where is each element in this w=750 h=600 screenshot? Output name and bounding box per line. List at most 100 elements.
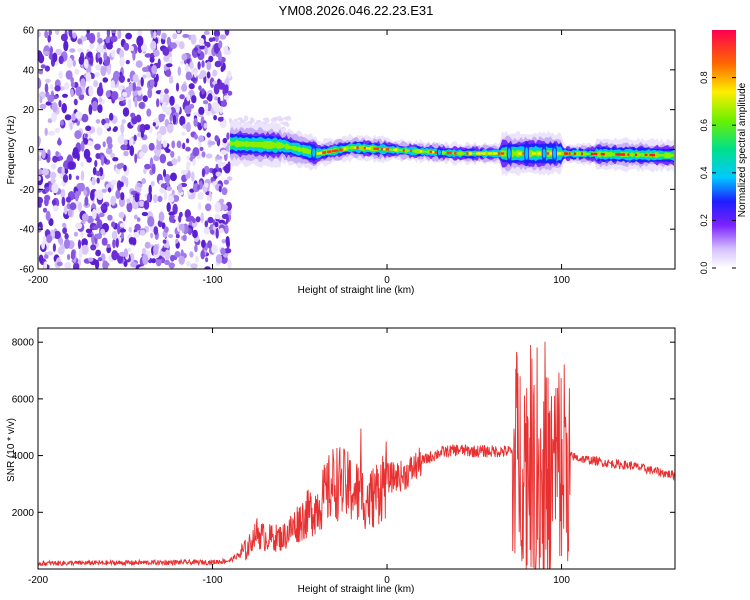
noise-speck bbox=[205, 203, 212, 212]
signal-core bbox=[556, 152, 559, 155]
noise-speck bbox=[203, 227, 210, 235]
noise-speck bbox=[70, 249, 76, 260]
noise-speck bbox=[164, 88, 169, 94]
noise-speck bbox=[123, 248, 128, 258]
noise-speck bbox=[117, 30, 122, 40]
noise-speck bbox=[175, 238, 179, 244]
noise-speck bbox=[60, 33, 68, 42]
noise-speck bbox=[205, 257, 209, 263]
noise-speck bbox=[206, 195, 211, 202]
noise-speck bbox=[52, 52, 58, 63]
noise-speck bbox=[199, 45, 206, 50]
noise-speck bbox=[198, 85, 202, 91]
noise-speck bbox=[122, 91, 128, 97]
signal-core bbox=[375, 147, 380, 151]
spectrogram-ytick-label: 20 bbox=[23, 105, 35, 116]
noise-speck bbox=[100, 228, 105, 235]
noise-speck bbox=[97, 207, 101, 215]
noise-speck bbox=[121, 175, 127, 184]
noise-speck bbox=[55, 151, 59, 157]
noise-speck bbox=[174, 251, 181, 258]
noise-speck bbox=[213, 30, 221, 38]
noise-speck bbox=[83, 137, 89, 145]
signal-core bbox=[495, 152, 498, 155]
signal-core bbox=[429, 150, 434, 154]
noise-speck bbox=[146, 71, 151, 79]
noise-speck bbox=[74, 190, 79, 202]
noise-speck bbox=[111, 250, 119, 261]
noise-speck bbox=[149, 79, 155, 87]
noise-speck bbox=[120, 192, 125, 201]
noise-speck bbox=[129, 137, 134, 148]
noise-speck bbox=[68, 173, 72, 180]
noise-speck bbox=[184, 105, 192, 115]
noise-speck bbox=[138, 102, 145, 109]
noise-speck bbox=[110, 179, 117, 186]
noise-speck bbox=[220, 100, 228, 107]
noise-speck bbox=[149, 56, 155, 63]
noise-speck bbox=[172, 203, 178, 215]
noise-speck bbox=[102, 141, 106, 148]
noise-speck bbox=[125, 177, 129, 188]
noise-speck bbox=[111, 230, 118, 240]
signal-core bbox=[520, 152, 522, 155]
noise-speck bbox=[221, 239, 226, 244]
noise-speck bbox=[286, 123, 290, 127]
noise-speck bbox=[45, 210, 51, 221]
noise-speck bbox=[92, 225, 99, 230]
signal-core bbox=[500, 152, 505, 155]
noise-speck bbox=[175, 234, 180, 239]
signal-core bbox=[385, 148, 389, 151]
noise-speck bbox=[107, 214, 113, 221]
noise-speck bbox=[264, 117, 270, 124]
noise-speck bbox=[223, 95, 230, 100]
noise-speck bbox=[207, 216, 214, 224]
noise-speck bbox=[94, 190, 100, 198]
noise-speck bbox=[163, 93, 168, 99]
noise-speck bbox=[112, 238, 116, 249]
noise-speck bbox=[172, 114, 177, 125]
noise-speck bbox=[38, 155, 42, 162]
noise-speck bbox=[136, 35, 144, 47]
colorbar-tick-label: 0.4 bbox=[699, 167, 709, 180]
signal-core bbox=[339, 148, 343, 151]
noise-speck bbox=[221, 187, 228, 196]
noise-speck bbox=[181, 223, 185, 234]
noise-speck bbox=[67, 161, 75, 170]
noise-speck bbox=[94, 259, 100, 269]
noise-speck bbox=[96, 177, 100, 184]
chart-title: YM08.2026.046.22.23.E31 bbox=[279, 3, 434, 18]
noise-speck bbox=[142, 66, 149, 72]
signal-core bbox=[476, 152, 479, 155]
noise-speck bbox=[168, 195, 175, 203]
noise-speck bbox=[105, 147, 113, 155]
noise-speck bbox=[189, 61, 194, 70]
noise-speck bbox=[153, 226, 159, 236]
noise-speck bbox=[53, 230, 61, 240]
noise-speck bbox=[186, 93, 191, 102]
noise-speck bbox=[201, 168, 206, 178]
spectrogram-ytick-label: 40 bbox=[23, 65, 35, 76]
noise-speck bbox=[227, 209, 232, 216]
noise-speck bbox=[218, 219, 226, 224]
noise-speck bbox=[38, 136, 41, 147]
noise-speck bbox=[219, 227, 224, 234]
signal-core bbox=[603, 153, 605, 156]
signal-core bbox=[368, 147, 371, 150]
noise-speck bbox=[204, 220, 209, 228]
signal-burst bbox=[507, 148, 511, 159]
noise-speck bbox=[58, 155, 64, 161]
signal-core bbox=[402, 149, 405, 152]
noise-speck bbox=[77, 48, 84, 53]
spectrogram-ytick-label: -20 bbox=[20, 185, 35, 196]
noise-speck bbox=[164, 173, 171, 183]
noise-speck bbox=[175, 82, 180, 92]
noise-speck bbox=[111, 221, 116, 228]
noise-speck bbox=[144, 163, 151, 170]
noise-speck bbox=[133, 231, 140, 238]
noise-speck bbox=[158, 113, 166, 119]
noise-speck bbox=[39, 96, 43, 104]
noise-speck bbox=[204, 266, 211, 269]
noise-speck bbox=[85, 125, 92, 132]
noise-speck bbox=[126, 198, 131, 204]
